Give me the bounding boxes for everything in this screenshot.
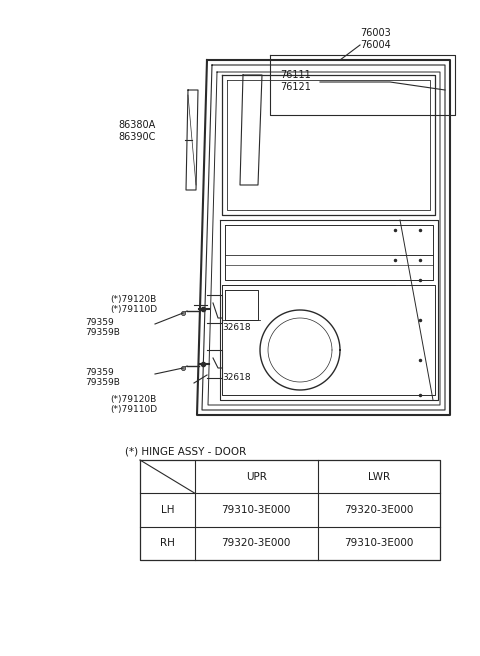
Text: 79359
79359B: 79359 79359B [85,368,120,388]
Text: (*) HINGE ASSY - DOOR: (*) HINGE ASSY - DOOR [125,446,246,456]
Text: 79310-3E000: 79310-3E000 [222,505,291,515]
Text: RH: RH [160,539,175,548]
Text: 32618: 32618 [222,373,251,382]
Text: 79320-3E000: 79320-3E000 [222,539,291,548]
Text: 79320-3E000: 79320-3E000 [344,505,413,515]
Text: (*)79120B
(*)79110D: (*)79120B (*)79110D [110,395,157,415]
Text: 76111
76121: 76111 76121 [280,70,311,92]
Text: (*)79120B
(*)79110D: (*)79120B (*)79110D [110,295,157,314]
Text: LH: LH [161,505,174,515]
Text: UPR: UPR [246,472,267,482]
Text: 79359
79359B: 79359 79359B [85,318,120,337]
Text: LWR: LWR [368,472,390,482]
Text: 32618: 32618 [222,323,251,332]
Text: 76003
76004: 76003 76004 [360,28,391,50]
Text: 86380A
86390C: 86380A 86390C [118,120,156,142]
Text: 79310-3E000: 79310-3E000 [344,539,413,548]
